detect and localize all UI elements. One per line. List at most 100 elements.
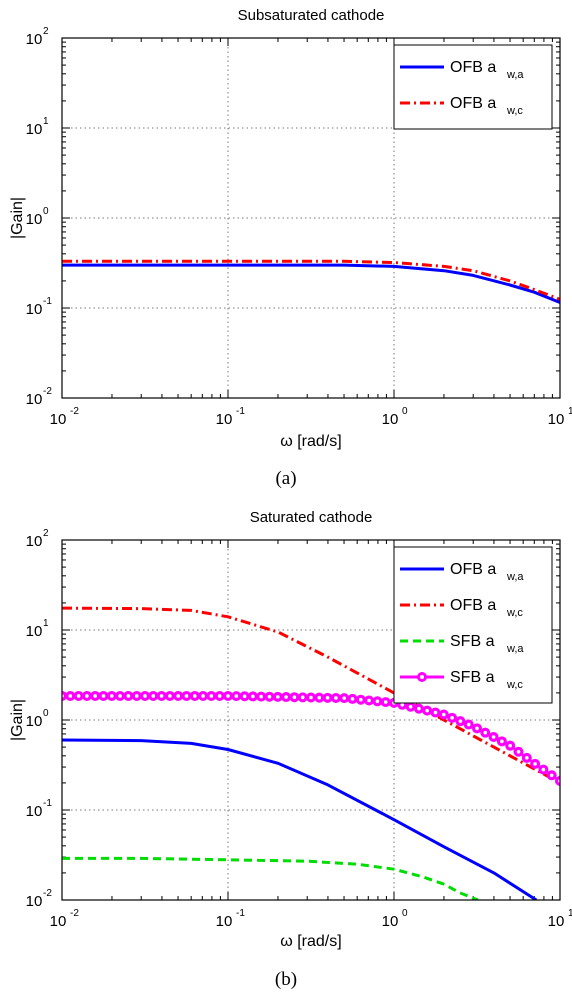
x-tick-exponent: -2 xyxy=(70,908,79,919)
series-point-center xyxy=(159,694,164,698)
series-point-center xyxy=(375,699,380,704)
x-axis-label: ω [rad/s] xyxy=(280,433,341,450)
legend-label: SFB a xyxy=(450,633,495,650)
series-point-center xyxy=(541,767,546,772)
series-point-center xyxy=(516,749,521,754)
series-point-center xyxy=(151,694,156,698)
series-point-center xyxy=(300,695,305,700)
series-point-center xyxy=(209,694,214,698)
series-point xyxy=(555,776,560,786)
x-tick-label: 10 xyxy=(548,411,565,428)
y-tick-label: 10 xyxy=(26,391,43,408)
series-line-0 xyxy=(62,738,538,900)
series-point-center xyxy=(85,694,89,698)
series-point-center xyxy=(118,694,122,698)
series-line-1 xyxy=(62,259,560,301)
series-point-center xyxy=(68,694,73,698)
figure-caption: (b) xyxy=(275,969,297,990)
series-point-center xyxy=(417,706,421,711)
x-tick-label: 10 xyxy=(548,913,565,930)
series-line-2 xyxy=(62,856,479,900)
x-axis-label: ω [rad/s] xyxy=(280,933,341,950)
series-line-0 xyxy=(62,263,560,304)
series-point-center xyxy=(168,694,172,698)
series-point-center xyxy=(284,695,288,699)
series-point-center xyxy=(508,743,512,748)
legend-subscript: w,c xyxy=(506,607,523,619)
tick-labels: 10 -2 10 -1 10 0 10 110 -210 -110 010 110 2 xyxy=(26,26,572,428)
chart-panel-b: 10 -2 10 -1 10 0 10 110 -210 -110 010 110 2Saturated… xyxy=(9,509,572,990)
minor-ticks xyxy=(62,38,560,398)
series-point-center xyxy=(359,697,363,702)
series-point-center xyxy=(525,756,529,760)
x-tick-label: 10 xyxy=(50,913,67,930)
y-tick-exponent: -2 xyxy=(43,888,52,899)
series-point-center xyxy=(533,762,537,766)
series-point-center xyxy=(383,700,388,704)
series-point-center xyxy=(242,694,247,699)
x-tick-exponent: -2 xyxy=(70,406,79,417)
series-group xyxy=(62,259,560,304)
series-group xyxy=(62,606,560,900)
y-tick-label: 10 xyxy=(26,623,43,640)
series-point-center xyxy=(350,697,355,701)
series-line-3 xyxy=(62,694,560,783)
legend-subscript: w,c xyxy=(506,105,523,117)
series-point-center xyxy=(193,694,197,698)
series-point-center xyxy=(134,694,139,698)
series-point-center xyxy=(226,694,230,698)
series-point-center xyxy=(101,694,106,698)
legend-subscript: w,a xyxy=(506,643,524,655)
series-point-center xyxy=(549,773,554,778)
series-point-center xyxy=(251,694,255,699)
legend-subscript: w,c xyxy=(506,679,523,691)
series-point-center xyxy=(491,735,496,739)
x-tick-exponent: 1 xyxy=(568,406,572,417)
x-tick-exponent: 0 xyxy=(402,908,408,919)
legend-box xyxy=(393,44,553,130)
x-tick-label: 10 xyxy=(50,411,67,428)
series-point-center xyxy=(309,695,313,700)
legend-label: OFB a xyxy=(450,561,496,578)
legend-label: OFB a xyxy=(450,95,496,112)
series-point-center xyxy=(276,695,280,699)
series-point-center xyxy=(76,694,81,698)
legend-label: OFB a xyxy=(450,597,496,614)
y-tick-exponent: -1 xyxy=(43,296,52,307)
legend-subscript: w,a xyxy=(506,69,524,81)
series-point-center xyxy=(143,694,147,698)
series-point-center xyxy=(458,719,463,723)
series-point-center xyxy=(466,722,471,727)
series-point-center xyxy=(292,695,297,699)
y-tick-exponent: 0 xyxy=(43,708,49,719)
y-tick-label: 10 xyxy=(26,803,43,820)
series-point-center xyxy=(367,698,371,703)
series-point-center xyxy=(400,703,405,707)
y-tick-label: 10 xyxy=(26,31,43,48)
x-tick-exponent: -1 xyxy=(236,908,245,919)
series-point-center xyxy=(475,726,479,731)
series-point-center xyxy=(408,704,413,709)
series-point-center xyxy=(483,730,488,735)
series-point-center xyxy=(317,695,322,700)
x-tick-exponent: -1 xyxy=(236,406,245,417)
legend-label: SFB a xyxy=(450,669,495,686)
y-tick-exponent: 1 xyxy=(43,116,49,127)
y-tick-label: 10 xyxy=(26,301,43,318)
figure-caption: (a) xyxy=(275,468,296,489)
x-tick-label: 10 xyxy=(216,411,233,428)
chart-title: Subsaturated cathode xyxy=(238,7,385,24)
series-point-center xyxy=(342,696,347,700)
series-point-center xyxy=(267,694,272,699)
series-point-center xyxy=(217,694,222,698)
series-point-center xyxy=(234,694,239,698)
series-point-center xyxy=(433,710,438,715)
y-tick-label: 10 xyxy=(26,121,43,138)
x-tick-exponent: 1 xyxy=(568,908,572,919)
series-point-center xyxy=(110,694,114,698)
series-point-center xyxy=(176,694,180,698)
series-point-center xyxy=(450,716,454,720)
series-point-center xyxy=(93,694,97,698)
y-axis-label: |Gain| xyxy=(9,197,26,239)
